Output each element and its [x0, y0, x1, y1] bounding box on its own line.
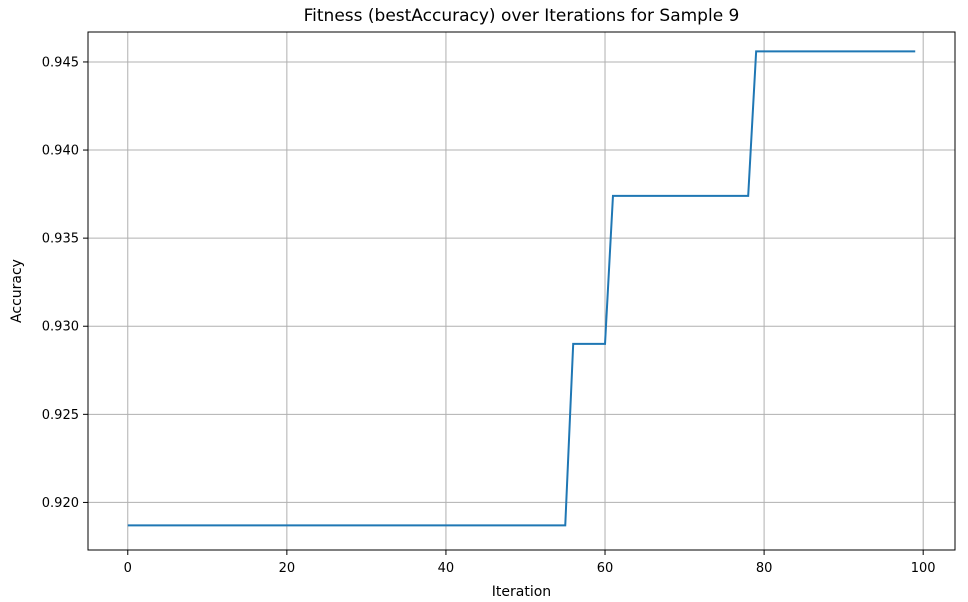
x-tick-label: 60 — [597, 561, 614, 576]
series-line — [127, 50, 916, 527]
y-tick-label: 0.930 — [42, 320, 79, 335]
x-axis-label: Iteration — [492, 584, 551, 600]
x-tick-label: 20 — [279, 561, 296, 576]
y-axis-label: Accuracy — [9, 259, 25, 323]
plot-frame — [87, 31, 956, 551]
y-tick-label: 0.935 — [42, 232, 79, 247]
grid — [88, 32, 955, 550]
x-tick-label: 100 — [911, 561, 936, 576]
series-layer — [127, 50, 916, 527]
chart-title: Fitness (bestAccuracy) over Iterations f… — [304, 6, 740, 26]
y-tick-label: 0.920 — [42, 496, 79, 511]
y-tick-label: 0.940 — [42, 144, 79, 159]
x-tick-label: 0 — [124, 561, 132, 576]
y-tick-label: 0.925 — [42, 408, 79, 423]
y-tick-label: 0.945 — [42, 55, 79, 70]
x-tick-label: 80 — [756, 561, 773, 576]
ticks: 0 20 40 60 80 100 0.920 0.925 0.930 0.935 0.940 0.9… — [42, 55, 936, 576]
x-tick-label: 40 — [438, 561, 455, 576]
